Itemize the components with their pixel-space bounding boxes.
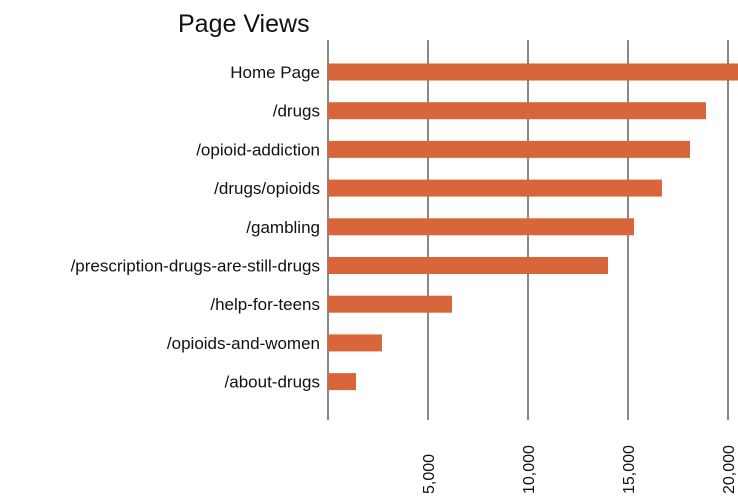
bar — [328, 295, 452, 313]
category-label: Home Page — [230, 63, 320, 82]
category-label: /opioid-addiction — [196, 140, 320, 159]
category-label: /drugs/opioids — [214, 179, 320, 198]
bar — [328, 140, 690, 158]
category-label: /opioids-and-women — [167, 334, 320, 353]
x-tick-label: 5,000 — [421, 454, 438, 494]
bar — [328, 218, 634, 236]
bar — [328, 334, 382, 352]
bar — [328, 63, 738, 81]
bars — [328, 63, 738, 391]
category-label: /help-for-teens — [210, 295, 320, 314]
category-label: /gambling — [246, 218, 320, 237]
x-tick-labels: 5,000 10,000 15,000 20,000 — [421, 445, 738, 494]
bar — [328, 257, 608, 274]
category-label: /prescription-drugs-are-still-drugs — [71, 257, 320, 276]
x-tick-label: 20,000 — [721, 445, 738, 494]
category-labels: Home Page/drugs/opioid-addiction/drugs/o… — [71, 63, 320, 392]
x-tick-label: 10,000 — [521, 445, 538, 494]
bar — [328, 102, 706, 120]
bar — [328, 373, 356, 391]
category-label: /about-drugs — [225, 373, 320, 392]
x-tick-label: 15,000 — [621, 445, 638, 494]
category-label: /drugs — [273, 102, 320, 121]
bar — [328, 179, 662, 197]
chart-title: Page Views — [178, 10, 310, 38]
